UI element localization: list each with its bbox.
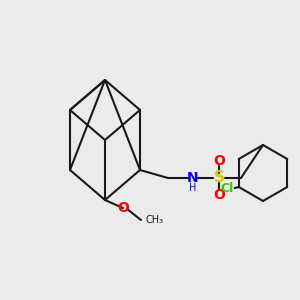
Text: O: O bbox=[213, 188, 225, 202]
Text: H: H bbox=[189, 183, 197, 193]
Text: Cl: Cl bbox=[220, 182, 233, 196]
Text: S: S bbox=[214, 170, 224, 185]
Text: N: N bbox=[187, 171, 199, 185]
Text: O: O bbox=[117, 201, 129, 215]
Text: CH₃: CH₃ bbox=[146, 215, 164, 225]
Text: O: O bbox=[213, 154, 225, 168]
